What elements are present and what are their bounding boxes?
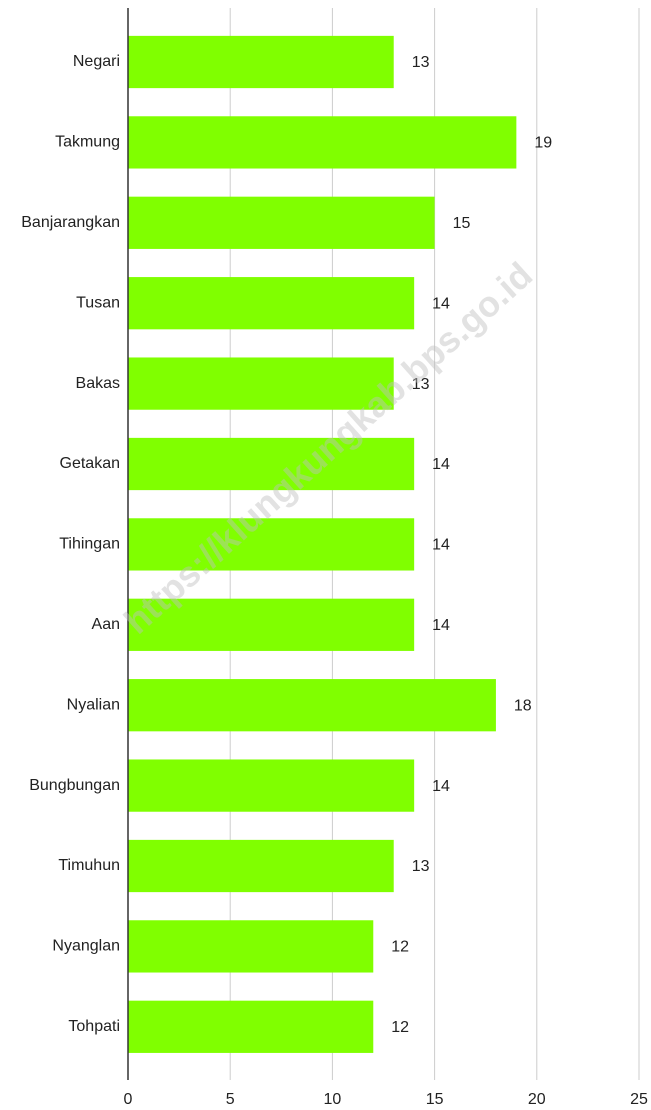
y-tick-label: Nyanglan	[52, 938, 120, 955]
y-tick-label: Negari	[73, 53, 120, 70]
data-label: 14	[432, 295, 450, 312]
bar	[128, 196, 435, 249]
y-tick-label: Timuhun	[58, 857, 120, 874]
bar	[128, 679, 496, 732]
data-label: 14	[432, 456, 450, 473]
x-tick-label: 20	[528, 1091, 546, 1108]
data-label: 12	[391, 939, 409, 956]
bar	[128, 1000, 374, 1053]
x-tick-label: 5	[226, 1091, 235, 1108]
bar	[128, 920, 374, 973]
y-tick-label: Bungbungan	[29, 777, 120, 794]
data-label: 15	[453, 215, 471, 232]
data-label: 13	[412, 376, 430, 393]
x-tick-label: 25	[630, 1091, 648, 1108]
data-label: 14	[432, 537, 450, 554]
x-tick-label: 10	[324, 1091, 342, 1108]
data-label: 14	[432, 778, 450, 795]
y-tick-label: Tihingan	[59, 536, 120, 553]
y-tick-label: Getakan	[60, 455, 120, 472]
bar	[128, 357, 394, 410]
bar	[128, 35, 394, 89]
bar	[128, 759, 415, 812]
data-label: 12	[391, 1019, 409, 1036]
x-tick-label: 15	[426, 1091, 444, 1108]
y-tick-label: Bakas	[76, 375, 120, 392]
bar	[128, 518, 415, 571]
data-label: 13	[412, 858, 430, 875]
y-tick-label: Aan	[92, 616, 120, 633]
data-label: 14	[432, 617, 450, 634]
y-tick-label: Banjarangkan	[21, 214, 120, 231]
bar	[128, 277, 415, 330]
bar	[128, 437, 415, 491]
y-tick-label: Tohpati	[68, 1018, 120, 1035]
bar	[128, 116, 517, 169]
y-tick-label: Tusan	[76, 294, 120, 311]
bar	[128, 839, 394, 893]
data-label: 18	[514, 697, 532, 714]
y-tick-label: Nyalian	[67, 696, 120, 713]
data-label: 13	[412, 54, 430, 71]
data-label: 19	[534, 135, 552, 152]
y-tick-label: Takmung	[55, 134, 120, 151]
x-tick-label: 0	[124, 1091, 133, 1108]
bar	[128, 598, 415, 651]
